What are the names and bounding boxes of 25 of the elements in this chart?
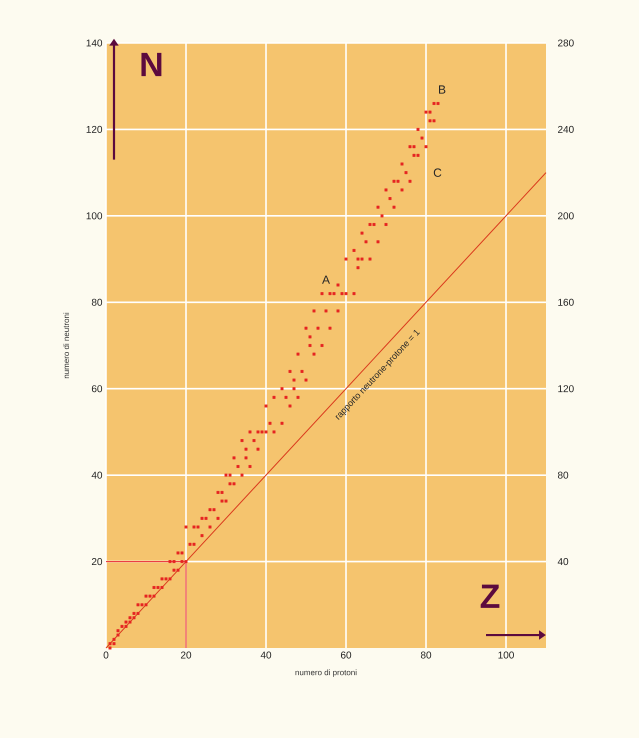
y2-tick-label: 160	[558, 298, 574, 306]
y2-tick-label: 280	[558, 39, 574, 47]
x-tick-label: 40	[260, 652, 272, 659]
x-tick-label: 20	[180, 652, 192, 659]
y2-tick-label: 120	[558, 385, 574, 392]
annotation: Z	[480, 584, 500, 608]
y-tick-label: 140	[86, 39, 102, 47]
y-tick-label: 40	[92, 472, 102, 479]
annotation: C	[434, 168, 442, 177]
y2-tick-label: 200	[558, 212, 574, 220]
y-tick-label: 80	[92, 298, 102, 306]
y2-tick-label: 40	[558, 558, 568, 566]
y2-tick-label: 80	[558, 472, 568, 479]
x-tick-label: 100	[498, 652, 514, 659]
y-tick-label: 60	[92, 385, 102, 392]
y2-tick-label: 240	[558, 126, 574, 133]
annotation: A	[322, 276, 330, 284]
annotation: N	[141, 52, 162, 76]
y-tick-label: 100	[86, 212, 102, 220]
x-tick-label: 80	[420, 652, 432, 659]
y-tick-label: 20	[92, 558, 102, 566]
y-tick-label: 120	[86, 126, 102, 133]
x-tick-label: 0	[104, 652, 108, 659]
annotation: B	[439, 85, 446, 94]
x-tick-label: 60	[340, 652, 352, 659]
